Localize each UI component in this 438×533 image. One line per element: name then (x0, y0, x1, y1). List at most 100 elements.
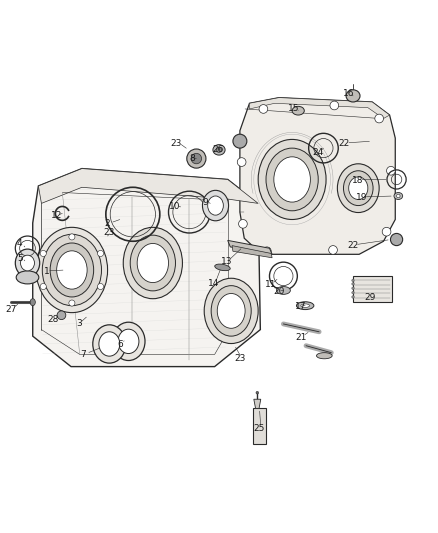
Text: 26: 26 (212, 146, 224, 155)
Ellipse shape (352, 282, 354, 285)
Ellipse shape (352, 287, 354, 289)
Ellipse shape (343, 171, 373, 206)
Text: 23: 23 (171, 139, 182, 148)
Bar (353, 276, 392, 302)
Ellipse shape (40, 251, 46, 256)
Text: 11: 11 (265, 280, 276, 289)
Ellipse shape (258, 140, 326, 220)
Text: 5: 5 (17, 254, 22, 263)
Ellipse shape (217, 294, 245, 328)
Ellipse shape (375, 114, 384, 123)
Text: 2: 2 (104, 220, 110, 228)
Text: 8: 8 (189, 154, 195, 163)
Text: 12: 12 (51, 211, 63, 220)
Ellipse shape (15, 249, 40, 277)
Text: 9: 9 (202, 198, 208, 207)
Ellipse shape (330, 101, 339, 110)
Text: 6: 6 (117, 341, 123, 349)
Ellipse shape (328, 246, 337, 254)
Ellipse shape (391, 233, 403, 246)
Ellipse shape (137, 244, 169, 282)
Ellipse shape (237, 158, 246, 166)
Ellipse shape (40, 284, 46, 289)
Text: 13: 13 (221, 257, 233, 266)
Text: 1: 1 (44, 267, 50, 276)
Ellipse shape (69, 234, 75, 240)
Ellipse shape (256, 391, 258, 394)
Ellipse shape (16, 271, 39, 284)
Polygon shape (250, 98, 390, 118)
Text: 18: 18 (352, 176, 363, 185)
Ellipse shape (239, 220, 247, 228)
Ellipse shape (301, 304, 310, 308)
Ellipse shape (211, 286, 251, 336)
Ellipse shape (387, 166, 395, 175)
Ellipse shape (297, 302, 314, 310)
Polygon shape (254, 399, 261, 408)
Ellipse shape (394, 192, 403, 199)
Text: 17: 17 (295, 302, 307, 311)
Text: 25: 25 (253, 424, 265, 433)
Text: 7: 7 (80, 350, 86, 359)
Ellipse shape (349, 177, 368, 199)
Ellipse shape (50, 243, 94, 297)
Polygon shape (39, 168, 258, 204)
Ellipse shape (346, 90, 360, 102)
Ellipse shape (233, 134, 247, 148)
Ellipse shape (352, 296, 354, 298)
Text: 10: 10 (169, 202, 180, 211)
Text: 20: 20 (273, 287, 285, 296)
Ellipse shape (98, 284, 103, 289)
Ellipse shape (57, 311, 66, 320)
Ellipse shape (208, 196, 223, 215)
Ellipse shape (215, 264, 230, 271)
Ellipse shape (130, 235, 176, 291)
Text: 22: 22 (339, 139, 350, 148)
Ellipse shape (382, 228, 391, 236)
Ellipse shape (42, 235, 102, 305)
Text: 19: 19 (356, 193, 367, 202)
Ellipse shape (274, 157, 311, 202)
Ellipse shape (21, 255, 35, 271)
Ellipse shape (98, 251, 103, 256)
Ellipse shape (262, 247, 271, 256)
Ellipse shape (191, 154, 201, 164)
Ellipse shape (30, 298, 35, 305)
Ellipse shape (396, 194, 400, 198)
Ellipse shape (57, 251, 87, 289)
Ellipse shape (202, 190, 229, 221)
Ellipse shape (337, 164, 379, 213)
Ellipse shape (118, 329, 139, 353)
Ellipse shape (36, 228, 108, 313)
Ellipse shape (213, 144, 225, 155)
Ellipse shape (317, 353, 332, 359)
Text: 21: 21 (295, 333, 307, 342)
Ellipse shape (266, 148, 318, 211)
Ellipse shape (259, 104, 268, 114)
Polygon shape (240, 98, 395, 254)
Bar (253, 408, 266, 444)
Polygon shape (228, 240, 272, 254)
Ellipse shape (292, 107, 304, 115)
Ellipse shape (69, 300, 75, 306)
Text: 3: 3 (76, 319, 82, 328)
Ellipse shape (276, 287, 290, 294)
Polygon shape (33, 168, 260, 367)
Text: 24: 24 (313, 148, 324, 157)
Text: 27: 27 (5, 305, 17, 313)
Ellipse shape (187, 149, 206, 168)
Ellipse shape (112, 322, 145, 360)
Ellipse shape (352, 279, 354, 282)
Text: 29: 29 (365, 293, 376, 302)
Text: 4: 4 (17, 239, 22, 248)
Ellipse shape (123, 228, 183, 298)
Ellipse shape (93, 325, 126, 363)
Ellipse shape (216, 147, 222, 152)
Ellipse shape (204, 278, 258, 344)
Text: 23: 23 (234, 354, 246, 364)
Text: 22: 22 (347, 241, 359, 250)
Polygon shape (232, 246, 272, 258)
Text: 15: 15 (288, 104, 300, 114)
Ellipse shape (99, 332, 120, 356)
Text: 16: 16 (343, 89, 354, 98)
